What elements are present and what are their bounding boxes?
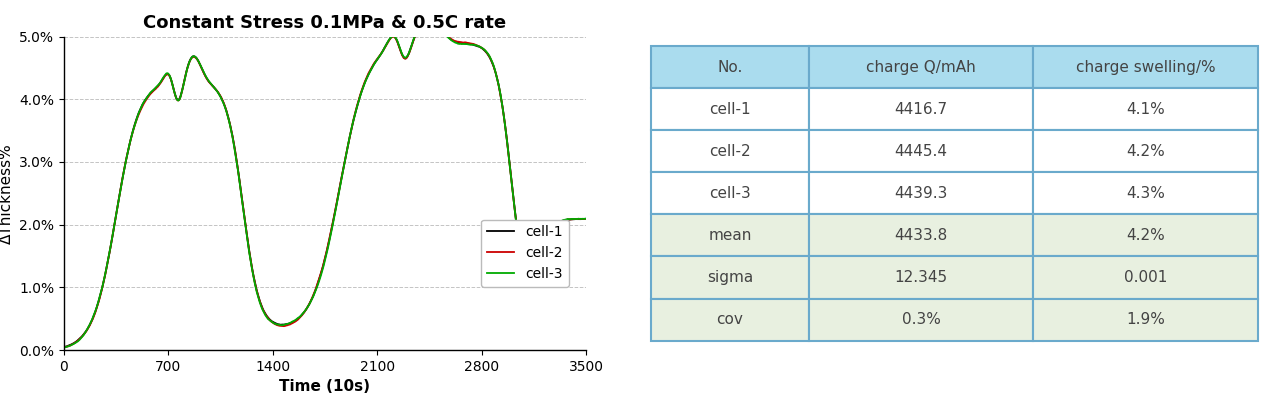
Text: charge swelling/%: charge swelling/% bbox=[1075, 59, 1216, 74]
cell-3 bbox=[165, 83, 180, 88]
Line: cell-2: cell-2 bbox=[64, 12, 586, 348]
Bar bbox=[651, 130, 808, 172]
cell-1 bbox=[245, 269, 261, 274]
cell-2 bbox=[388, 36, 404, 41]
Text: cell-1: cell-1 bbox=[709, 102, 751, 117]
Line: cell-3: cell-3 bbox=[64, 12, 586, 348]
cell-1 bbox=[366, 62, 382, 67]
cell-1 bbox=[578, 216, 594, 221]
Text: sigma: sigma bbox=[707, 270, 753, 285]
cell-3 bbox=[245, 270, 261, 275]
Bar bbox=[808, 88, 1033, 130]
Bar bbox=[651, 46, 808, 88]
cell-2 bbox=[56, 345, 72, 350]
Text: mean: mean bbox=[709, 228, 752, 243]
Bar bbox=[1033, 46, 1258, 88]
cell-3 bbox=[366, 63, 382, 68]
cell-2 bbox=[245, 269, 261, 274]
Y-axis label: ΔThickness%: ΔThickness% bbox=[0, 143, 14, 244]
Bar bbox=[1033, 88, 1258, 130]
Title: Constant Stress 0.1MPa & 0.5C rate: Constant Stress 0.1MPa & 0.5C rate bbox=[143, 14, 507, 32]
Line: cell-1: cell-1 bbox=[64, 12, 586, 347]
Bar bbox=[808, 172, 1033, 214]
Bar bbox=[651, 172, 808, 214]
Text: 12.345: 12.345 bbox=[895, 270, 948, 285]
Text: cell-2: cell-2 bbox=[709, 144, 751, 159]
Text: 4.3%: 4.3% bbox=[1126, 186, 1165, 201]
cell-2 bbox=[538, 246, 553, 251]
Text: 4445.4: 4445.4 bbox=[895, 144, 948, 159]
Text: cell-3: cell-3 bbox=[709, 186, 751, 201]
Bar bbox=[808, 130, 1033, 172]
cell-2 bbox=[303, 300, 318, 304]
Bar bbox=[1033, 256, 1258, 299]
cell-1 bbox=[56, 345, 72, 350]
cell-3 bbox=[578, 216, 594, 221]
cell-3 bbox=[388, 35, 404, 40]
Text: 0.001: 0.001 bbox=[1124, 270, 1167, 285]
Bar bbox=[1033, 214, 1258, 256]
Text: 4433.8: 4433.8 bbox=[894, 228, 948, 243]
cell-2 bbox=[165, 84, 180, 89]
cell-1 bbox=[423, 9, 438, 14]
Bar bbox=[808, 214, 1033, 256]
Text: 4.1%: 4.1% bbox=[1126, 102, 1165, 117]
Legend: cell-1, cell-2, cell-3: cell-1, cell-2, cell-3 bbox=[481, 220, 568, 287]
Bar bbox=[808, 256, 1033, 299]
cell-2 bbox=[578, 217, 594, 221]
Bar bbox=[1033, 130, 1258, 172]
cell-3 bbox=[421, 9, 437, 14]
Bar bbox=[1033, 172, 1258, 214]
cell-3 bbox=[303, 300, 318, 305]
Text: 1.9%: 1.9% bbox=[1126, 312, 1165, 327]
Text: 4.2%: 4.2% bbox=[1126, 228, 1165, 243]
X-axis label: Time (10s): Time (10s) bbox=[280, 379, 370, 394]
cell-1 bbox=[165, 83, 180, 88]
Text: 0.3%: 0.3% bbox=[902, 312, 941, 327]
cell-2 bbox=[366, 61, 382, 66]
Text: 4439.3: 4439.3 bbox=[894, 186, 948, 201]
Bar bbox=[808, 46, 1033, 88]
Bar bbox=[651, 256, 808, 299]
cell-1 bbox=[538, 245, 553, 250]
Text: cov: cov bbox=[716, 312, 743, 327]
Bar bbox=[1033, 299, 1258, 341]
Text: charge Q/mAh: charge Q/mAh bbox=[866, 59, 976, 74]
cell-3 bbox=[538, 245, 553, 250]
cell-3 bbox=[56, 345, 72, 350]
Text: 4416.7: 4416.7 bbox=[895, 102, 948, 117]
Bar bbox=[651, 299, 808, 341]
cell-1 bbox=[388, 36, 404, 41]
Text: No.: No. bbox=[718, 59, 743, 74]
Bar bbox=[651, 214, 808, 256]
cell-1 bbox=[303, 300, 318, 304]
Bar bbox=[808, 299, 1033, 341]
Text: 4.2%: 4.2% bbox=[1126, 144, 1165, 159]
cell-2 bbox=[421, 10, 437, 15]
Bar bbox=[651, 88, 808, 130]
